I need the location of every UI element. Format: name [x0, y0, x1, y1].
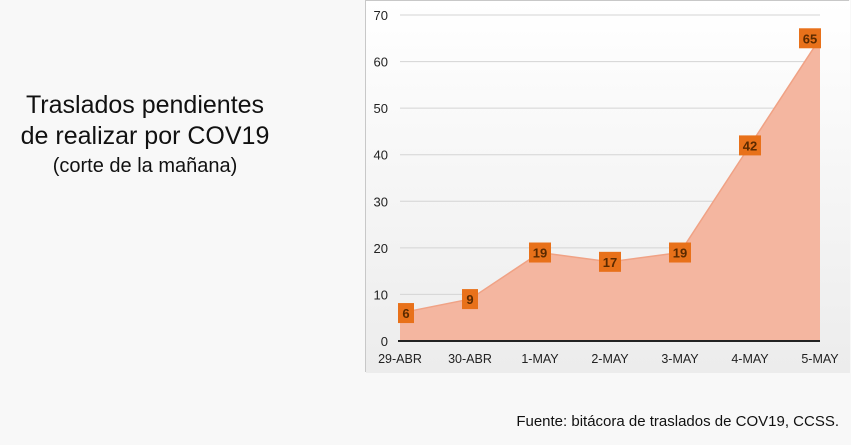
- chart-canvas: 0 10 20 30 40 50 60 70 29-ABR 30-ABR 1-MAY 2-MAY 3-M…: [366, 1, 850, 373]
- data-label: 65: [803, 31, 817, 46]
- data-label-box: [739, 135, 761, 156]
- y-tick-label: 50: [374, 101, 388, 116]
- x-tick-label: 2-MAY: [591, 352, 629, 366]
- data-label-box: [462, 289, 478, 310]
- data-label: 17: [603, 255, 617, 270]
- y-tick-label: 40: [374, 148, 388, 163]
- y-tick-label: 60: [374, 55, 388, 70]
- y-tick-label: 30: [374, 194, 388, 209]
- title-line-1: Traslados pendientes: [25, 91, 265, 119]
- y-tick-label: 70: [374, 8, 388, 23]
- data-label: 9: [466, 292, 473, 307]
- x-tick-label: 29-ABR: [378, 352, 422, 366]
- x-tick-label: 1-MAY: [521, 352, 559, 366]
- title-line-2: de realizar por COV19: [20, 122, 270, 150]
- data-label: 6: [402, 306, 409, 321]
- data-label: 42: [743, 138, 757, 153]
- source-note: Fuente: bitácora de traslados de COV19, …: [516, 413, 839, 430]
- chart-title-block: Traslados pendientes de realizar por COV…: [0, 90, 290, 180]
- data-label-box: [669, 242, 691, 263]
- y-tick-label: 0: [381, 334, 388, 349]
- x-tick-label: 5-MAY: [801, 352, 839, 366]
- title-line-3: (corte de la mañana): [52, 155, 238, 177]
- chart-panel: 0 10 20 30 40 50 60 70 29-ABR 30-ABR 1-MAY 2-MAY 3-M…: [365, 0, 850, 373]
- y-tick-label: 10: [374, 287, 388, 302]
- data-label-box: [529, 242, 551, 263]
- y-tick-label: 20: [374, 241, 388, 256]
- x-tick-label: 4-MAY: [731, 352, 769, 366]
- data-label: 19: [533, 246, 547, 261]
- data-label: 19: [673, 246, 687, 261]
- x-tick-label: 30-ABR: [448, 352, 492, 366]
- data-label-box: [398, 303, 414, 324]
- series-area: [400, 38, 820, 342]
- data-label-box: [599, 251, 621, 272]
- x-tick-label: 3-MAY: [661, 352, 699, 366]
- data-label-box: [799, 28, 821, 49]
